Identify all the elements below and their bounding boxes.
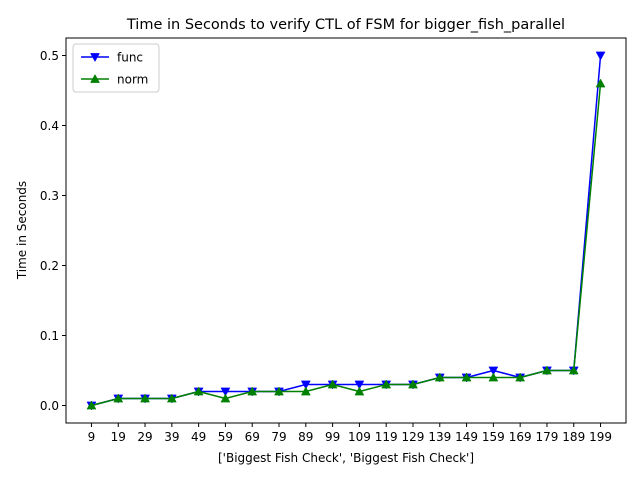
point-func-59 [220, 387, 231, 397]
legend-label-norm: norm [117, 73, 148, 87]
y-tick-label-2: 0.2 [40, 259, 59, 273]
point-norm-49 [193, 386, 204, 396]
point-norm-39 [166, 393, 177, 403]
series-norm [86, 78, 606, 410]
point-func-109 [354, 380, 365, 390]
y-tick-label-4: 0.4 [40, 119, 59, 133]
axes-frame [65, 37, 627, 424]
point-norm-9 [86, 400, 97, 410]
x-tick-label-119: 119 [375, 430, 398, 444]
x-tick-label-89: 89 [298, 430, 313, 444]
point-norm-139 [434, 372, 445, 382]
legend: func norm [72, 43, 160, 93]
x-tick-label-9: 9 [88, 430, 96, 444]
y-tick-label-0: 0.0 [40, 399, 59, 413]
x-tick-label-69: 69 [245, 430, 260, 444]
x-tick-label-179: 179 [536, 430, 559, 444]
point-norm-159 [488, 372, 499, 382]
point-norm-99 [327, 379, 338, 389]
point-norm-129 [408, 379, 418, 389]
axis-ticks: 9 19 29 39 49 59 69 79 89 99 109 119 129 139 149 159 169… [40, 49, 612, 444]
x-axis-label: ['Biggest Fish Check', 'Biggest Fish Che… [218, 451, 474, 465]
x-tick-label-59: 59 [218, 430, 233, 444]
legend-marker-norm [90, 73, 100, 83]
x-tick-label-139: 139 [428, 430, 451, 444]
point-norm-149 [461, 372, 472, 382]
x-tick-label-169: 169 [509, 430, 532, 444]
point-func-159 [488, 366, 499, 376]
y-tick-label-5: 0.5 [40, 49, 59, 63]
point-norm-189 [568, 365, 579, 375]
y-axis-label: Time in Seconds [15, 181, 29, 280]
point-norm-69 [247, 386, 258, 396]
x-tick-label-99: 99 [325, 430, 340, 444]
point-norm-199 [595, 78, 606, 88]
x-tick-label-109: 109 [348, 430, 371, 444]
point-norm-169 [515, 372, 526, 382]
x-tick-label-199: 199 [589, 430, 612, 444]
legend-marker-func [90, 53, 100, 63]
point-func-199 [595, 51, 606, 61]
chart-title: Time in Seconds to verify CTL of FSM for… [126, 17, 565, 33]
point-norm-119 [381, 379, 392, 389]
y-tick-label-1: 0.1 [40, 329, 59, 343]
series-line-norm [91, 83, 602, 407]
point-norm-109 [354, 386, 365, 396]
point-norm-79 [274, 386, 284, 396]
point-norm-19 [113, 393, 124, 403]
x-tick-label-129: 129 [402, 430, 425, 444]
y-tick-label-3: 0.3 [40, 189, 59, 203]
x-tick-label-19: 19 [111, 430, 126, 444]
point-func-89 [300, 380, 311, 390]
x-tick-label-39: 39 [164, 430, 179, 444]
x-tick-label-149: 149 [455, 430, 478, 444]
point-norm-89 [300, 386, 311, 396]
x-tick-label-49: 49 [191, 430, 206, 444]
x-tick-label-189: 189 [562, 430, 585, 444]
x-tick-label-29: 29 [137, 430, 152, 444]
legend-label-func: func [117, 51, 143, 65]
point-norm-29 [140, 393, 150, 403]
x-tick-label-159: 159 [482, 430, 505, 444]
series-line-func [91, 55, 602, 407]
point-norm-59 [220, 393, 231, 403]
x-tick-label-79: 79 [271, 430, 286, 444]
point-norm-179 [542, 365, 552, 375]
series-func [86, 51, 606, 411]
plot-area [86, 51, 606, 411]
